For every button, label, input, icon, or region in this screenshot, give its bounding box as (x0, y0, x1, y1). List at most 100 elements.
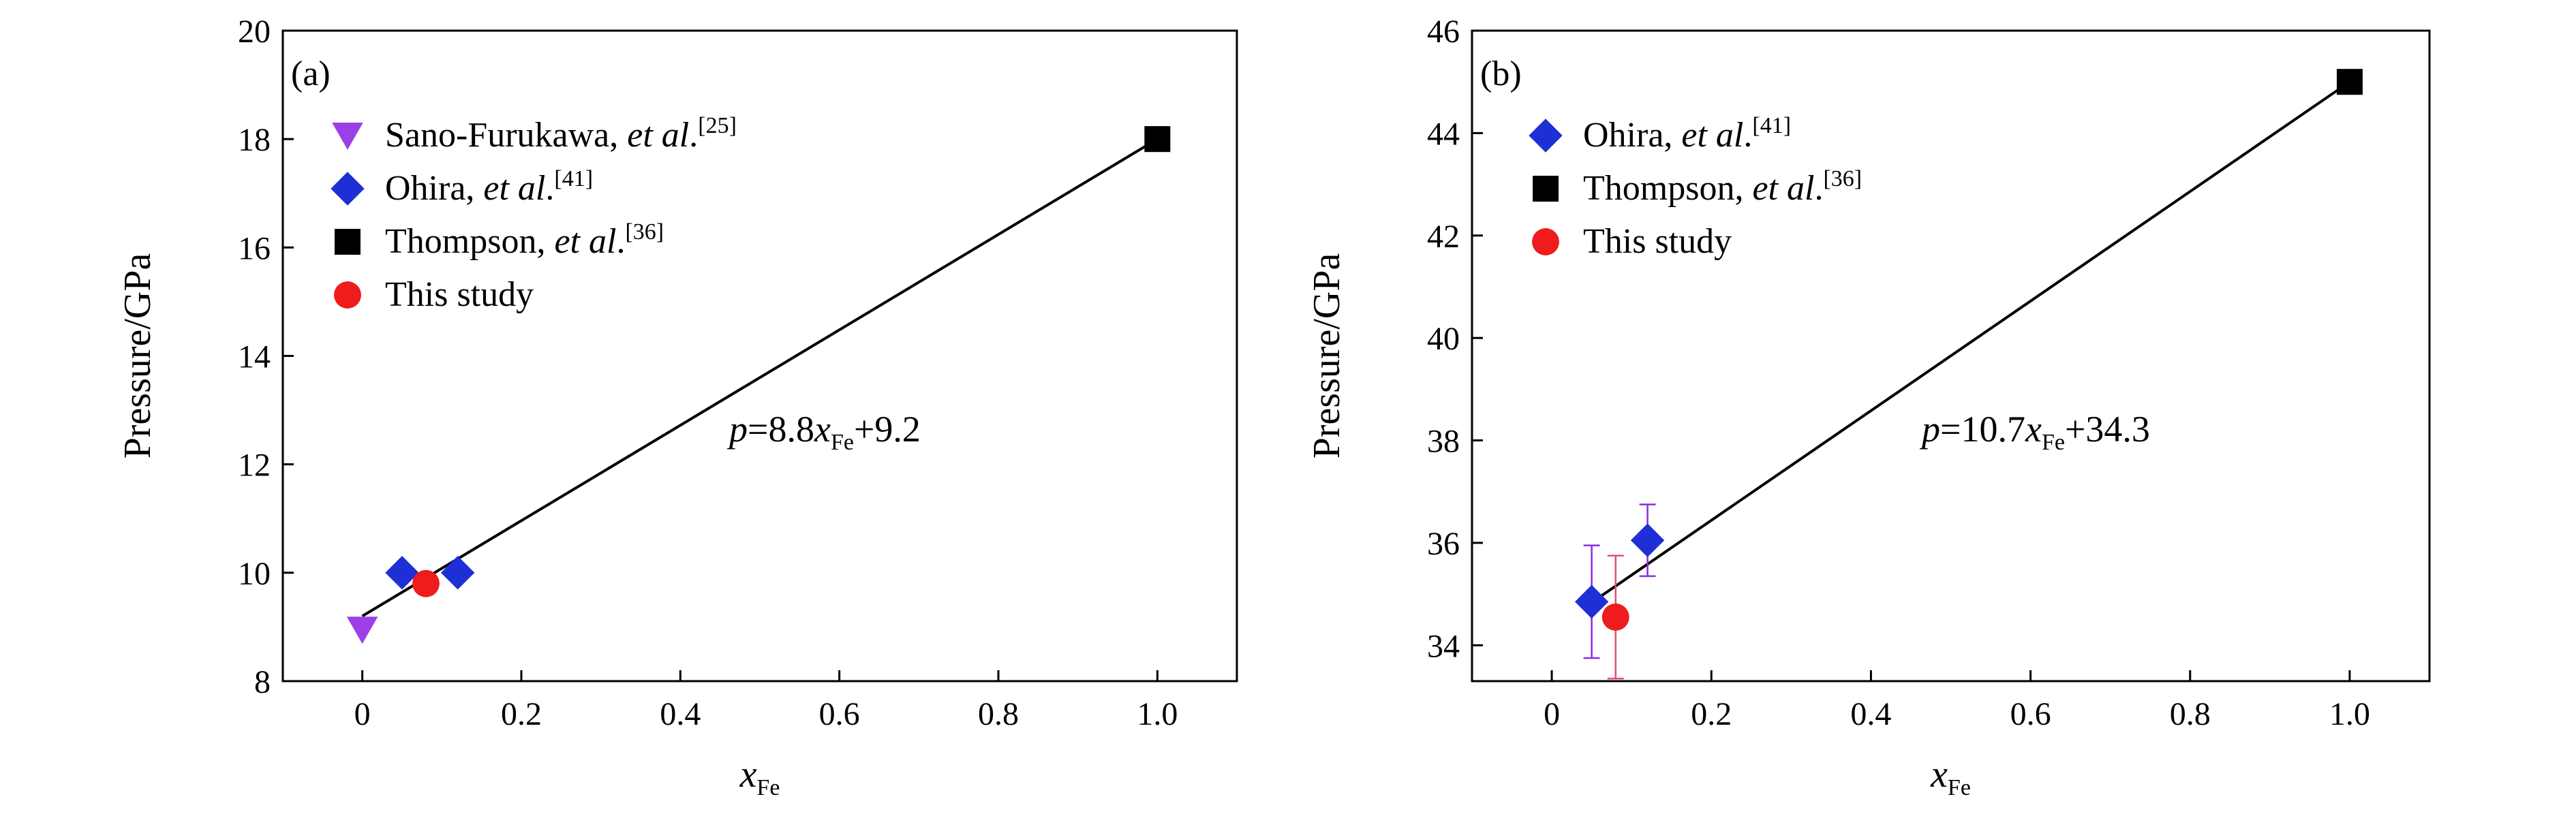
series-1: Thompson, et al.[36] (1533, 69, 2363, 208)
data-point (385, 556, 419, 590)
y-tick-label: 8 (254, 664, 271, 700)
x-tick-label: 0.2 (1691, 696, 1732, 732)
equation-x: x (814, 409, 831, 450)
data-point (2336, 69, 2363, 95)
x-axis-label-sub: Fe (756, 775, 780, 800)
y-tick-label: 14 (238, 339, 271, 375)
fit-equation: p=10.7xFe+34.3 (1919, 409, 2150, 455)
series-3: This study (334, 275, 534, 597)
legend-name-italic: et al (554, 222, 616, 261)
legend-name-italic: et al (483, 169, 545, 208)
series-1: Ohira, et al.[41] (331, 166, 593, 590)
x-tick-label: 1.0 (1137, 696, 1178, 732)
x-tick-label: 0.2 (501, 696, 542, 732)
x-axis-label: xFe (739, 753, 780, 800)
y-tick-label: 36 (1427, 526, 1460, 562)
legend-ref: [41] (554, 166, 593, 191)
legend-ref: [25] (698, 113, 737, 138)
legend-name: Thompson, (385, 222, 554, 261)
legend-label: This study (1583, 222, 1732, 261)
x-axis-label: xFe (1930, 753, 1971, 800)
data-point (412, 569, 440, 597)
legend-marker (1532, 228, 1559, 255)
x-tick-label: 0 (354, 696, 371, 732)
x-tick-label: 0.8 (978, 696, 1019, 732)
series-0: Sano-Furukawa, et al.[25] (332, 113, 737, 644)
equation-coef: =10.7 (1940, 409, 2025, 450)
legend-label: Ohira, et al.[41] (1583, 113, 1791, 155)
fit-equation: p=8.8xFe+9.2 (726, 409, 921, 455)
plot-frame (1471, 29, 2431, 682)
legend-label: This study (385, 275, 534, 314)
data-point (1574, 584, 1609, 619)
legend-name: Ohira, (385, 169, 483, 208)
y-tick-label: 12 (238, 448, 271, 484)
panel-a: 0 0.2 0.4 0.6 0.8 1.08101214161820xFePressure… (117, 14, 1238, 800)
legend-ref: [36] (1823, 166, 1862, 191)
legend-name-tail: . (545, 169, 554, 208)
y-tick-label: 16 (238, 230, 271, 266)
data-point (1630, 523, 1665, 557)
y-tick-label: 20 (238, 14, 271, 50)
panel-label: (b) (1480, 54, 1522, 93)
x-tick-label: 0 (1544, 696, 1560, 732)
fit-line (361, 138, 1159, 618)
legend-marker (335, 229, 361, 255)
x-axis-label-var: x (1930, 753, 1948, 796)
equation-p: p (726, 409, 748, 450)
legend-name: This study (1583, 222, 1732, 261)
y-tick-label: 10 (238, 556, 271, 592)
y-axis-label: Pressure/GPa (1306, 253, 1348, 458)
x-axis-label-sub: Fe (1948, 775, 1971, 800)
y-tick-label: 18 (238, 122, 271, 158)
legend-marker (1533, 176, 1559, 202)
y-tick-label: 44 (1427, 116, 1460, 152)
series-2: Thompson, et al.[36] (335, 126, 1171, 261)
legend-name: This study (385, 275, 534, 314)
equation-coef: =8.8 (748, 409, 814, 450)
legend-name-tail: . (1814, 169, 1823, 208)
y-tick-label: 34 (1427, 628, 1460, 664)
legend-label: Thompson, et al.[36] (1583, 166, 1862, 208)
x-axis-label-var: x (739, 753, 757, 796)
x-tick-label: 0.8 (2170, 696, 2211, 732)
data-point (346, 616, 378, 644)
equation-x: x (2025, 409, 2042, 450)
series-0: Ohira, et al.[41] (1529, 113, 1791, 659)
x-tick-label: 0.4 (1850, 696, 1891, 732)
legend-name-tail: . (616, 222, 625, 261)
equation-intercept: +34.3 (2065, 409, 2150, 450)
legend-marker (332, 123, 363, 150)
fit-line (1591, 80, 2351, 604)
x-tick-label: 0.6 (2010, 696, 2051, 732)
legend-name-tail: . (689, 116, 698, 155)
legend-marker (331, 172, 365, 206)
equation-p: p (1919, 409, 1940, 450)
y-tick-label: 38 (1427, 424, 1460, 460)
legend-name: Ohira, (1583, 116, 1681, 155)
legend-ref: [41] (1752, 113, 1791, 138)
equation-sub: Fe (2042, 430, 2065, 455)
legend-name-italic: et al (1681, 116, 1743, 155)
legend-label: Ohira, et al.[41] (385, 166, 593, 208)
legend-marker (334, 281, 361, 309)
legend-label: Thompson, et al.[36] (385, 219, 664, 261)
legend-label: Sano-Furukawa, et al.[25] (385, 113, 737, 155)
y-tick-label: 42 (1427, 219, 1460, 255)
series-2: This study (1532, 222, 1732, 680)
panel-label: (a) (291, 54, 331, 93)
x-tick-label: 0.4 (660, 696, 701, 732)
data-point (1601, 603, 1629, 631)
legend-name: Sano-Furukawa, (385, 116, 627, 155)
legend-marker (1529, 119, 1563, 153)
legend-name: Thompson, (1583, 169, 1752, 208)
legend-name-italic: et al (1752, 169, 1814, 208)
y-tick-label: 46 (1427, 14, 1460, 50)
y-axis-label: Pressure/GPa (117, 253, 159, 458)
data-point (440, 556, 475, 590)
legend-ref: [36] (625, 219, 664, 245)
legend-name-italic: et al (627, 116, 689, 155)
x-tick-label: 1.0 (2329, 696, 2370, 732)
